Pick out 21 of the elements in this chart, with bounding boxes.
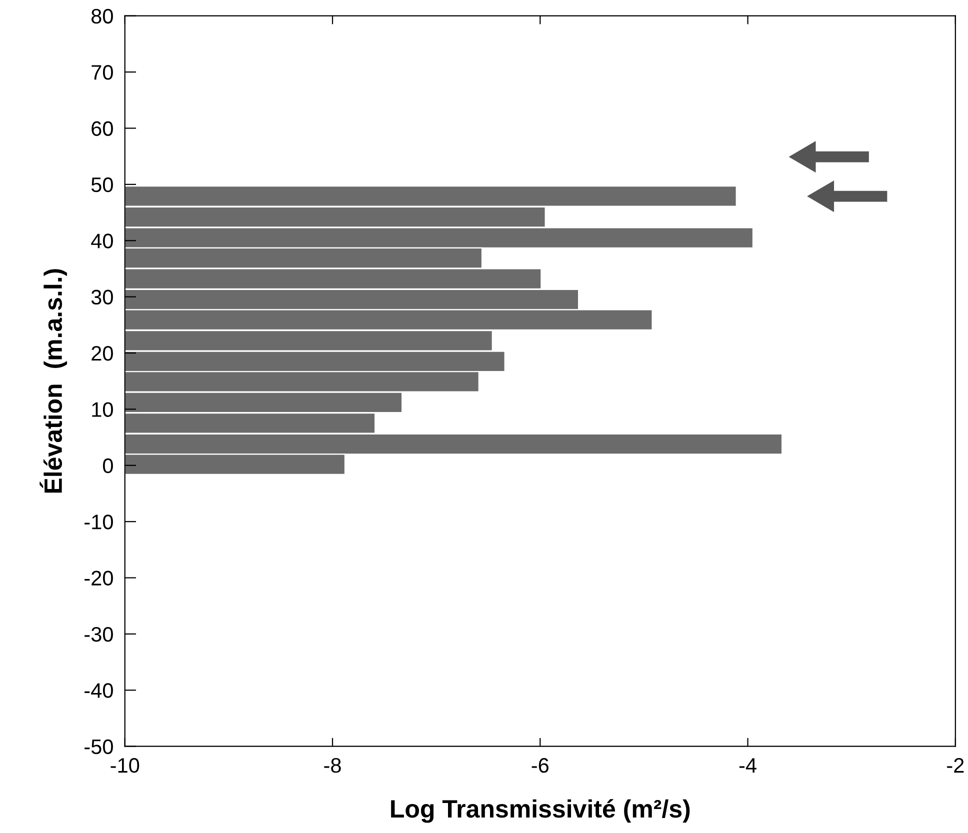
x-tick-label: -4 xyxy=(739,758,756,773)
y-tick-label: -40 xyxy=(84,683,113,698)
y-tick-label: 70 xyxy=(92,65,113,80)
x-axis-title: Log Transmissivité (m²/s) xyxy=(391,799,690,823)
y-tick-label: -50 xyxy=(84,739,113,754)
y-tick-label: 60 xyxy=(92,121,113,136)
y-tick-label: 40 xyxy=(91,234,113,248)
y-tick-label: -20 xyxy=(84,570,113,586)
y-tick-label: -30 xyxy=(84,626,113,642)
y-tick-label: 50 xyxy=(91,177,113,192)
x-tick-label: -2 xyxy=(947,758,964,773)
y-tick-label: 30 xyxy=(91,290,113,305)
y-tick-label: 0 xyxy=(102,458,113,474)
x-tick-label: -10 xyxy=(110,758,140,773)
y-tick-label: -10 xyxy=(84,514,113,530)
y-tick-label: 20 xyxy=(92,346,113,361)
x-tick-label: -6 xyxy=(532,758,548,773)
x-tick-label: -8 xyxy=(324,758,341,773)
y-axis-title: Élévation (m.a.s.l.) xyxy=(40,269,67,493)
y-tick-label: 80 xyxy=(91,8,113,24)
y-tick-label: 10 xyxy=(92,402,113,417)
